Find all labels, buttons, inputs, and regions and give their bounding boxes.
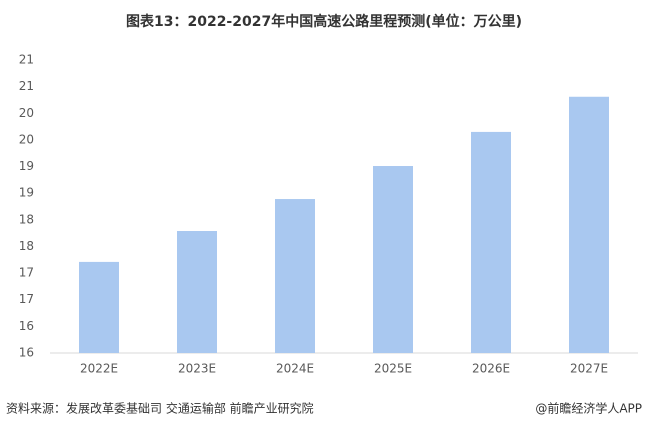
y-tick-label: 16 bbox=[19, 319, 34, 333]
y-tick-label: 19 bbox=[19, 159, 34, 173]
y-tick-label: 20 bbox=[19, 106, 34, 120]
bar bbox=[569, 96, 609, 353]
y-tick-label: 19 bbox=[19, 186, 34, 200]
bar bbox=[373, 166, 413, 353]
source: 资料来源：发展改革委基础司 交通运输部 前瞻产业研究院 bbox=[6, 401, 314, 416]
x-tick-label: 2022E bbox=[80, 362, 118, 376]
y-tick-label: 16 bbox=[19, 346, 34, 360]
x-tick-label: 2023E bbox=[178, 362, 216, 376]
x-tick-label: 2026E bbox=[472, 362, 510, 376]
chart-title: 图表13：2022-2027年中国高速公路里程预测(单位：万公里) bbox=[126, 13, 522, 30]
y-tick-label: 21 bbox=[19, 53, 34, 67]
y-tick-label: 18 bbox=[19, 239, 34, 253]
y-tick-label: 17 bbox=[19, 266, 34, 280]
bar bbox=[177, 231, 217, 353]
x-tick-label: 2025E bbox=[374, 362, 412, 376]
y-tick-label: 21 bbox=[19, 79, 34, 93]
y-tick-label: 18 bbox=[19, 212, 34, 226]
y-tick-label: 20 bbox=[19, 132, 34, 146]
bar bbox=[79, 261, 119, 353]
credit: @前瞻经济学人APP bbox=[535, 401, 642, 416]
y-tick-label: 17 bbox=[19, 292, 34, 306]
x-tick-label: 2027E bbox=[570, 362, 608, 376]
x-tick-label: 2024E bbox=[276, 362, 314, 376]
bar bbox=[471, 131, 511, 353]
bar bbox=[275, 199, 315, 353]
